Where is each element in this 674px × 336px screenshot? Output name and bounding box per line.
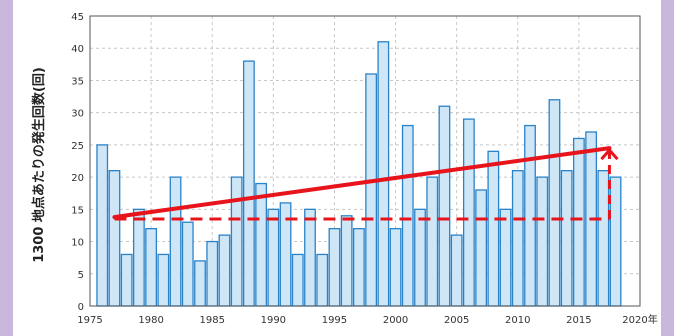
bar	[194, 260, 206, 307]
bar	[255, 182, 268, 307]
x-tick-label: 2005	[444, 315, 469, 326]
x-tick-label: 2010	[505, 315, 530, 326]
x-tick-label: 1995	[322, 315, 347, 326]
bar	[96, 144, 109, 307]
bar	[426, 176, 439, 307]
bar	[206, 240, 219, 307]
y-tick-label: 5	[78, 270, 84, 281]
bar	[536, 176, 549, 307]
frame-strip-right	[661, 0, 674, 336]
bar	[316, 253, 329, 307]
bar	[218, 234, 231, 307]
bar	[352, 228, 365, 307]
bar	[108, 170, 121, 307]
frame-strip-left	[0, 0, 13, 336]
trend-line	[112, 146, 612, 220]
x-tick-label: 1990	[261, 315, 286, 326]
y-tick-label: 0	[78, 302, 84, 313]
bar	[548, 99, 561, 307]
y-axis-label: 1300 地点あたりの発生回数(回)	[31, 67, 47, 263]
bar-chart: 0 5 10 15 20 25 30 35 40 45 1975 1980 1985 1990 1995 2…	[31, 12, 658, 326]
arrow-head-icon	[600, 148, 619, 161]
bar	[414, 208, 426, 307]
x-tick-label: 2020年	[622, 313, 657, 326]
y-tick-label: 40	[71, 44, 84, 55]
y-tick-label: 10	[71, 238, 84, 249]
bar	[609, 176, 622, 307]
bar	[524, 124, 536, 307]
bar	[304, 208, 316, 307]
y-tick-label: 20	[71, 173, 84, 184]
bar	[401, 124, 414, 307]
bar	[242, 60, 255, 307]
x-tick-label: 1975	[77, 315, 102, 326]
x-tick-label: 2015	[566, 315, 591, 326]
bar	[157, 253, 170, 307]
bar	[132, 208, 145, 307]
bar	[181, 221, 194, 307]
bar	[389, 228, 402, 307]
bar	[377, 41, 390, 307]
x-tick-label: 1985	[199, 315, 224, 326]
bar	[340, 215, 353, 307]
bar	[560, 170, 573, 307]
bar	[475, 189, 488, 307]
bar	[169, 176, 182, 307]
x-tick-label: 1980	[138, 315, 163, 326]
bar	[145, 228, 158, 307]
bar	[450, 234, 463, 307]
y-tick-label: 15	[71, 205, 84, 216]
bar	[267, 208, 280, 307]
bar	[328, 228, 341, 307]
bar	[487, 150, 500, 307]
bar	[597, 170, 610, 307]
plot-border	[89, 15, 641, 307]
bar	[511, 170, 524, 307]
bar	[365, 73, 378, 307]
bar	[572, 137, 585, 307]
bar	[230, 176, 243, 307]
y-tick-label: 35	[71, 76, 84, 87]
bar	[462, 118, 475, 307]
x-tick-label: 2000	[383, 315, 408, 326]
bar	[499, 208, 512, 307]
x-axis-ticks: 1975 1980 1985 1990 1995 2000 2005 2010 2015 2020…	[77, 313, 657, 326]
bar	[120, 253, 133, 307]
y-axis-ticks: 0 5 10 15 20 25 30 35 40 45	[71, 12, 84, 313]
bar	[291, 253, 304, 307]
y-tick-label: 25	[71, 141, 84, 152]
bars	[96, 41, 622, 307]
y-tick-label: 30	[71, 109, 84, 120]
trend-annotations	[112, 146, 619, 221]
y-tick-label: 45	[71, 12, 84, 23]
bar	[438, 105, 451, 307]
